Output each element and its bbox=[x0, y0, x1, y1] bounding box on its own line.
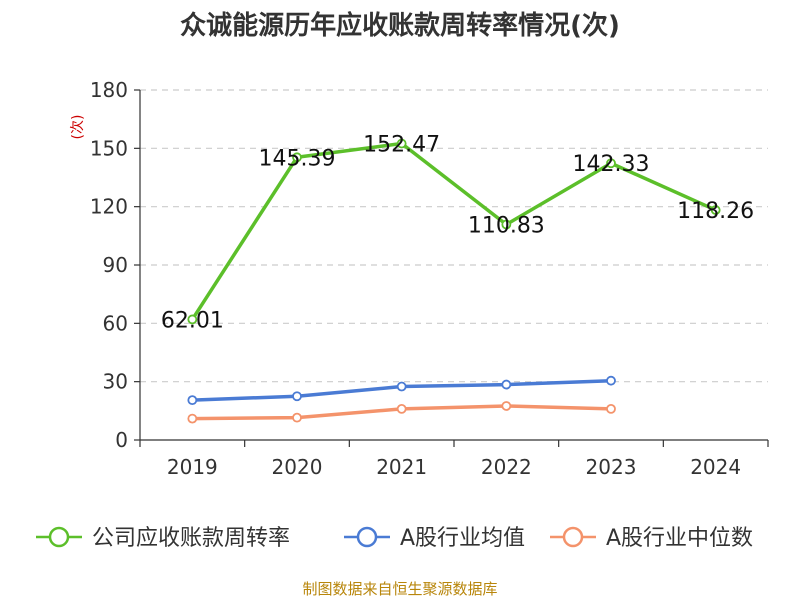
y-tick-label: 30 bbox=[103, 370, 128, 394]
data-point bbox=[501, 219, 512, 230]
y-tick-label: 0 bbox=[115, 428, 128, 452]
series-line-0 bbox=[190, 141, 717, 321]
legend-label: 公司应收账款周转率 bbox=[92, 526, 290, 551]
legend-marker bbox=[48, 526, 70, 548]
data-point bbox=[187, 395, 198, 406]
legend: 公司应收账款周转率 A股行业均值 A股行业中位数 bbox=[36, 526, 753, 551]
data-labels: 62.01 145.39 152.47 110.83 142.33 118.26 bbox=[161, 133, 754, 334]
legend-marker bbox=[562, 526, 584, 548]
source-note: 制图数据来自恒生聚源数据库 bbox=[302, 580, 497, 598]
data-label: 62.01 bbox=[161, 308, 224, 333]
legend-label: A股行业中位数 bbox=[606, 526, 753, 551]
data-point bbox=[292, 412, 302, 423]
grid-lines bbox=[140, 89, 768, 383]
data-point bbox=[187, 314, 198, 325]
data-label: 152.47 bbox=[363, 133, 440, 158]
x-tick-label: 2024 bbox=[690, 455, 741, 479]
y-tick-label: 60 bbox=[103, 311, 128, 335]
y-tick-label: 90 bbox=[103, 253, 128, 277]
data-point bbox=[187, 413, 198, 424]
y-tick-label: 150 bbox=[90, 136, 128, 160]
x-tick-label: 2021 bbox=[376, 455, 427, 479]
data-point bbox=[396, 403, 407, 414]
chart-title: 众诚能源历年应收账款周转率情况(次) bbox=[180, 10, 620, 41]
x-tick-label: 2019 bbox=[167, 455, 218, 479]
data-label: 110.83 bbox=[468, 213, 545, 238]
data-point bbox=[501, 379, 512, 390]
data-point bbox=[606, 403, 616, 414]
data-point bbox=[710, 205, 721, 215]
data-point bbox=[396, 381, 407, 392]
axes: 0 30 60 90 120 150 180 2019 2020 2021 2022 2023 2024 bbox=[90, 78, 769, 479]
data-point bbox=[501, 401, 512, 411]
data-point bbox=[606, 375, 616, 386]
legend-label: A股行业均值 bbox=[400, 526, 525, 551]
y-tick-label: 120 bbox=[90, 195, 128, 219]
y-tick-label: 180 bbox=[90, 78, 128, 102]
data-point bbox=[292, 152, 302, 163]
series-layer bbox=[187, 138, 721, 424]
data-label: 118.26 bbox=[677, 199, 754, 224]
x-tick-label: 2020 bbox=[272, 455, 323, 479]
x-tick-label: 2023 bbox=[586, 455, 637, 479]
y-axis-label: (次) bbox=[70, 115, 86, 140]
data-label: 142.33 bbox=[573, 152, 650, 177]
data-point bbox=[292, 391, 302, 402]
data-label: 145.39 bbox=[259, 146, 336, 171]
data-point bbox=[606, 158, 616, 169]
x-tick-label: 2022 bbox=[481, 455, 532, 479]
data-point bbox=[396, 138, 407, 149]
legend-marker bbox=[356, 526, 378, 548]
